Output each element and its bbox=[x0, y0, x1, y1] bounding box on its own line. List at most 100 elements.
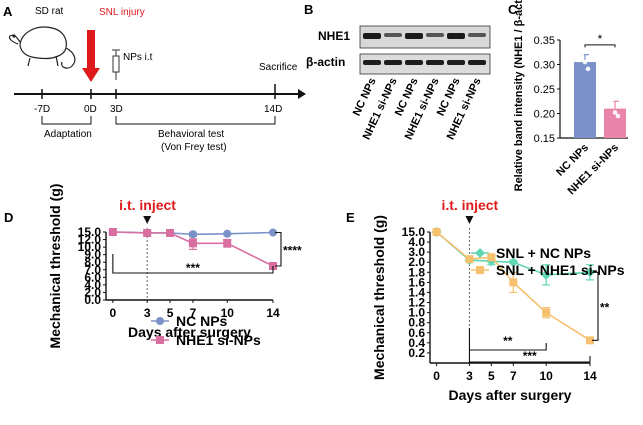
nhe1-band bbox=[468, 33, 486, 37]
y-tick-label: 1.6 bbox=[408, 275, 425, 289]
y-tick-label: 3.0 bbox=[408, 245, 425, 259]
y-tick-label: 1.2 bbox=[408, 296, 425, 310]
sig-bracket-end bbox=[275, 231, 282, 267]
panel-a: A SD rat SNL injury NPs i.t Sacrifice bbox=[3, 4, 306, 153]
data-point bbox=[465, 255, 474, 264]
x-tick-label: 10 bbox=[221, 306, 235, 320]
data-point bbox=[269, 228, 277, 237]
panel-e-letter: E bbox=[346, 210, 355, 225]
rat-label: SD rat bbox=[35, 6, 64, 17]
panel-c: C 0.15 0.20 0.25 0.30 0.35 Relative band inte… bbox=[508, 0, 628, 197]
y-tick-label: 0.6 bbox=[408, 326, 425, 340]
chart-c: 0.15 0.20 0.25 0.30 0.35 Relative band intens… bbox=[513, 0, 628, 197]
x-axis-label: Days after surgery bbox=[449, 387, 572, 403]
adaptation-label: Adaptation bbox=[44, 129, 92, 140]
y-tick-label: 8.0 bbox=[84, 255, 101, 269]
y-tick-label: 0.35 bbox=[534, 35, 555, 47]
inject-marker-icon bbox=[143, 216, 152, 224]
actin-band bbox=[447, 60, 465, 65]
sacrifice-label: Sacrifice bbox=[259, 62, 298, 73]
data-point bbox=[585, 66, 591, 72]
nhe1-band bbox=[426, 33, 444, 37]
y-tick-label: 10.0 bbox=[78, 240, 102, 254]
y-tick-label: 1.8 bbox=[408, 265, 425, 279]
y-axis-label: Relative band intensity (NHE1 / β-actin) bbox=[513, 0, 525, 191]
sig-bracket-2 bbox=[468, 350, 591, 363]
data-point bbox=[612, 110, 618, 115]
data-point bbox=[487, 253, 496, 262]
panel-d: D 15.012.010.09.08.07.06.04.02.00.00 3 5 7 1… bbox=[4, 184, 302, 349]
bar bbox=[604, 108, 626, 138]
data-point bbox=[508, 257, 519, 268]
snl-arrow-icon bbox=[82, 30, 100, 82]
y-tick-label: 0.25 bbox=[534, 84, 555, 96]
x-tick-label: 7 bbox=[190, 306, 197, 320]
series-line bbox=[112, 231, 274, 267]
sig-bracket bbox=[112, 254, 274, 274]
actin-band bbox=[363, 60, 381, 65]
blot-actin bbox=[359, 53, 491, 75]
legend-marker bbox=[475, 248, 485, 258]
y-tick-label: 1.4 bbox=[408, 285, 425, 299]
blot-nhe1 bbox=[359, 25, 491, 49]
actin-band bbox=[468, 60, 486, 65]
y-tick-label: 15.0 bbox=[78, 225, 102, 239]
y-tick-label: 4.0 bbox=[84, 278, 101, 292]
legend-marker bbox=[156, 317, 164, 325]
legend-label: SNL + NC NPs bbox=[496, 245, 591, 261]
blot-label-nhe1: NHE1 bbox=[318, 29, 350, 43]
data-point bbox=[108, 228, 117, 236]
chart-e: 15.04.03.02.01.81.61.41.21.00.80.60.40.2… bbox=[371, 197, 625, 403]
sig-bracket-1 bbox=[468, 328, 547, 351]
y-tick-label: 15.0 bbox=[402, 225, 426, 239]
panel-d-letter: D bbox=[4, 210, 13, 225]
x-tick-label: 5 bbox=[488, 369, 495, 383]
actin-band bbox=[426, 60, 444, 65]
data-point bbox=[432, 228, 441, 236]
timeline-arrow-icon bbox=[298, 89, 306, 99]
data-point bbox=[582, 59, 588, 65]
y-tick-label: 0.8 bbox=[408, 316, 425, 330]
y-axis-label: Mechanical threshold (g) bbox=[371, 215, 387, 380]
x-tick-label: 3 bbox=[466, 369, 473, 383]
data-point bbox=[542, 308, 551, 317]
data-point bbox=[188, 239, 197, 248]
legend-marker bbox=[156, 336, 164, 344]
y-axis-label: Mechanical threshold (g) bbox=[47, 184, 63, 349]
legend-label: NHE1 si-NPs bbox=[176, 332, 261, 348]
nhe1-band bbox=[405, 33, 423, 39]
chart-d: 15.012.010.09.08.07.06.04.02.00.0 0 3 5 7 10 1… bbox=[47, 184, 302, 349]
blot-label-actin: β-actin bbox=[306, 55, 345, 69]
data-point bbox=[188, 230, 197, 239]
x-tick-label: 10 bbox=[539, 369, 553, 383]
actin-band bbox=[384, 60, 402, 65]
x-tick-label: 14 bbox=[583, 369, 597, 383]
data-point bbox=[143, 229, 152, 238]
behavioral-sub-label: (Von Frey test) bbox=[161, 142, 227, 153]
inject-marker-icon bbox=[465, 216, 474, 224]
sig-label: * bbox=[598, 32, 603, 46]
nps-label: NPs i.t bbox=[123, 52, 153, 63]
actin-band bbox=[405, 60, 423, 65]
sig-label-end: **** bbox=[283, 243, 302, 257]
y-tick-label: 0.30 bbox=[534, 60, 555, 72]
data-point bbox=[579, 51, 585, 57]
syringe-icon bbox=[112, 49, 120, 80]
tp-14: 14D bbox=[264, 104, 282, 115]
y-tick-label: 0.2 bbox=[408, 346, 425, 360]
data-point bbox=[609, 97, 615, 103]
data-point bbox=[509, 278, 518, 287]
x-tick-label: 7 bbox=[510, 369, 517, 383]
series-line bbox=[436, 231, 591, 342]
x-tick-label: 0 bbox=[110, 306, 117, 320]
data-point bbox=[615, 113, 621, 119]
data-point bbox=[166, 229, 175, 238]
panel-e: E 15.04.03.02.01.81.61.41.21.00.80.60.40… bbox=[346, 197, 625, 403]
sig-bracket bbox=[584, 44, 616, 48]
sig-label: *** bbox=[186, 261, 200, 275]
inject-label: i.t. inject bbox=[119, 197, 176, 213]
tp-3: 3D bbox=[110, 104, 123, 115]
panel-a-letter: A bbox=[3, 4, 13, 19]
